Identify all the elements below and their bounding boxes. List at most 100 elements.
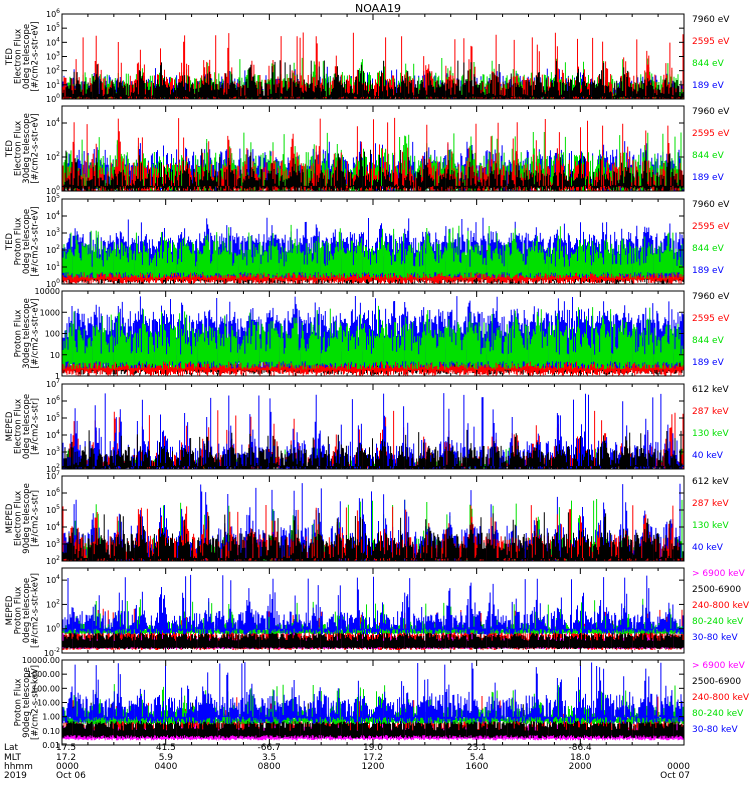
meped-proton-90deg-panel: 0.01 0.10 1.00 10.00 100.00 1000.00 10000.00 Pr… xyxy=(14,656,750,750)
time-axis-tick-label: 0400 xyxy=(154,762,177,772)
meped-electron-0deg-legend-entry: 612 keV xyxy=(692,385,729,395)
meped-proton-90deg-ytick-label: 0.01 xyxy=(42,741,60,750)
time-axis-tick-label: Oct 07 xyxy=(660,771,690,781)
meped-proton-0deg-ytick-label: 100 xyxy=(46,623,60,634)
meped-proton-0deg-legend-entry: 80-240 keV xyxy=(692,617,744,627)
time-axis-tick-label: 17.2 xyxy=(56,753,76,763)
meped-electron-90deg-legend-entry: 287 keV xyxy=(692,499,729,509)
meped-proton-90deg-ytick-label: 1000.00 xyxy=(27,670,60,679)
meped-proton-90deg-legend-entry: 240-800 keV xyxy=(692,693,750,703)
meped-proton-90deg-ytick-label: 1.00 xyxy=(42,713,60,722)
meped-electron-0deg-ytick-label: 102 xyxy=(46,463,60,474)
meped-proton-0deg-ytick-label: 102 xyxy=(46,598,60,609)
meped-electron-90deg-ytick-label: 104 xyxy=(46,521,60,532)
ted-electron-0deg-ytick-label: 104 xyxy=(46,36,60,47)
meped-electron-90deg-ylabel: [#/cm2-s-str] xyxy=(31,490,41,547)
meped-proton-0deg-legend-entry: > 6900 keV xyxy=(692,569,746,579)
ted-proton-30deg-legend-entry: 2595 eV xyxy=(692,314,730,324)
meped-proton-0deg-legend-entry: 2500-6900 xyxy=(692,585,741,595)
ted-proton-0deg-ylabel: Proton Flux xyxy=(14,218,24,266)
meped-proton-0deg-ytick-label: 104 xyxy=(46,574,60,585)
time-axis-row-label: 2019 xyxy=(4,771,27,781)
ted-proton-0deg-legend-entry: 844 eV xyxy=(692,244,725,254)
time-axis-tick-label: 5.4 xyxy=(470,753,485,763)
ted-electron-30deg-ylabel: Electron Flux xyxy=(14,121,24,176)
meped-electron-90deg-legend-entry: 130 keV xyxy=(692,521,729,531)
meped-electron-0deg-ytick-label: 106 xyxy=(46,395,60,406)
time-axis-row-label: MLT xyxy=(4,753,22,763)
meped-electron-90deg-ytick-label: 107 xyxy=(46,470,60,481)
meped-electron-0deg-legend-entry: 287 keV xyxy=(692,407,729,417)
time-axis-tick-label: 0000 xyxy=(667,762,690,772)
meped-proton-0deg-ylabel: MEPED xyxy=(5,595,15,625)
meped-electron-0deg-ylabel: 0deg telescope xyxy=(22,394,32,459)
meped-electron-0deg-legend-entry: 130 keV xyxy=(692,429,729,439)
meped-proton-90deg-legend-entry: 2500-6900 xyxy=(692,677,741,687)
ted-electron-0deg-ytick-label: 100 xyxy=(46,93,60,104)
meped-electron-0deg-ylabel: [#/cm2-s-str] xyxy=(31,398,41,455)
time-axis-tick-label: 2000 xyxy=(569,762,592,772)
ted-electron-30deg-legend-entry: 2595 eV xyxy=(692,129,730,139)
meped-electron-0deg-legend-entry: 40 keV xyxy=(692,451,724,461)
meped-electron-90deg-legend-entry: 40 keV xyxy=(692,543,724,553)
ted-proton-30deg-ylabel: 30deg telescope xyxy=(22,298,32,369)
time-axis-tick-label: 41.5 xyxy=(156,743,176,753)
ted-proton-0deg-legend-entry: 189 eV xyxy=(692,266,725,276)
ted-electron-0deg-ytick-label: 103 xyxy=(46,51,60,62)
meped-electron-0deg-ylabel: Electron Flux xyxy=(14,399,24,454)
ted-electron-30deg-ylabel: [#/cm2-s-str-eV] xyxy=(31,113,41,183)
time-axis-tick-label: -86.4 xyxy=(568,743,592,753)
ted-electron-0deg-legend-entry: 844 eV xyxy=(692,59,725,69)
ted-electron-0deg-ytick-label: 101 xyxy=(46,79,60,90)
meped-proton-90deg-legend-entry: 30-80 keV xyxy=(692,725,738,735)
ted-electron-30deg-ylabel: TED xyxy=(5,139,15,158)
ted-proton-0deg-ylabel: [#/cm2-s-str-eV] xyxy=(31,206,41,276)
time-axis-row-label: hhmm xyxy=(4,762,33,772)
ted-proton-30deg-ytick-label: 1 xyxy=(55,372,60,381)
time-axis-tick-label: 3.5 xyxy=(262,753,276,763)
meped-proton-90deg-ytick-label: 10.00 xyxy=(37,699,60,708)
time-axis-tick-label: -66.7 xyxy=(257,743,280,753)
ted-proton-30deg-ylabel: [#/cm2-s-str-eV] xyxy=(31,298,41,368)
time-axis-tick-label: 0800 xyxy=(258,762,281,772)
meped-proton-90deg-ytick-label: 10000.00 xyxy=(22,656,60,665)
time-axis-tick-label: 19.0 xyxy=(363,743,383,753)
ted-electron-30deg-ytick-label: 104 xyxy=(46,117,60,128)
meped-proton-0deg-ylabel: Proton Flux xyxy=(14,587,24,635)
ted-electron-30deg-ytick-label: 100 xyxy=(46,185,60,196)
ted-electron-30deg-ytick-label: 102 xyxy=(46,151,60,162)
meped-electron-90deg-legend-entry: 612 keV xyxy=(692,477,729,487)
ted-proton-0deg-ytick-label: 100 xyxy=(46,278,60,289)
meped-electron-0deg-ylabel: MEPED xyxy=(5,411,15,441)
meped-proton-0deg-ytick-label: 10-2 xyxy=(44,647,60,658)
ted-proton-0deg-ylabel: TED xyxy=(5,232,15,251)
meped-electron-90deg-ylabel: 90deg telescope xyxy=(22,483,32,554)
ted-electron-30deg-legend-entry: 844 eV xyxy=(692,151,725,161)
ted-electron-0deg-ylabel: 0deg telescope xyxy=(22,24,32,89)
time-axis-tick-label: Oct 06 xyxy=(56,771,86,781)
ted-proton-0deg-ytick-label: 101 xyxy=(46,261,60,272)
meped-electron-0deg-ytick-label: 103 xyxy=(46,446,60,457)
ted-proton-0deg-ytick-label: 103 xyxy=(46,227,60,238)
ted-electron-30deg-ylabel: 30deg telescope xyxy=(22,113,32,184)
ted-electron-0deg-ylabel: [#/cm2-s-str-eV] xyxy=(31,21,41,91)
time-axis-tick-label: 1600 xyxy=(465,762,488,772)
ted-proton-30deg-ylabel: Proton Flux xyxy=(14,310,24,358)
meped-proton-90deg-ylabel: [#/cm2-s-str-keV] xyxy=(31,665,41,740)
meped-proton-90deg-legend-entry: > 6900 keV xyxy=(692,661,746,671)
meped-proton-90deg-legend-entry: 80-240 keV xyxy=(692,709,744,719)
ted-proton-30deg-ytick-label: 10 xyxy=(50,351,60,360)
ted-proton-0deg-legend-entry: 2595 eV xyxy=(692,222,730,232)
ted-electron-0deg-ytick-label: 102 xyxy=(46,65,60,76)
meped-proton-90deg-ylabel: 90deg telescope xyxy=(22,667,32,738)
meped-proton-90deg-ylabel: Proton Flux xyxy=(14,679,24,727)
ted-electron-0deg-ylabel: TED xyxy=(5,47,15,66)
meped-proton-0deg-legend-entry: 240-800 keV xyxy=(692,601,750,611)
meped-electron-90deg-ytick-label: 105 xyxy=(46,504,60,515)
